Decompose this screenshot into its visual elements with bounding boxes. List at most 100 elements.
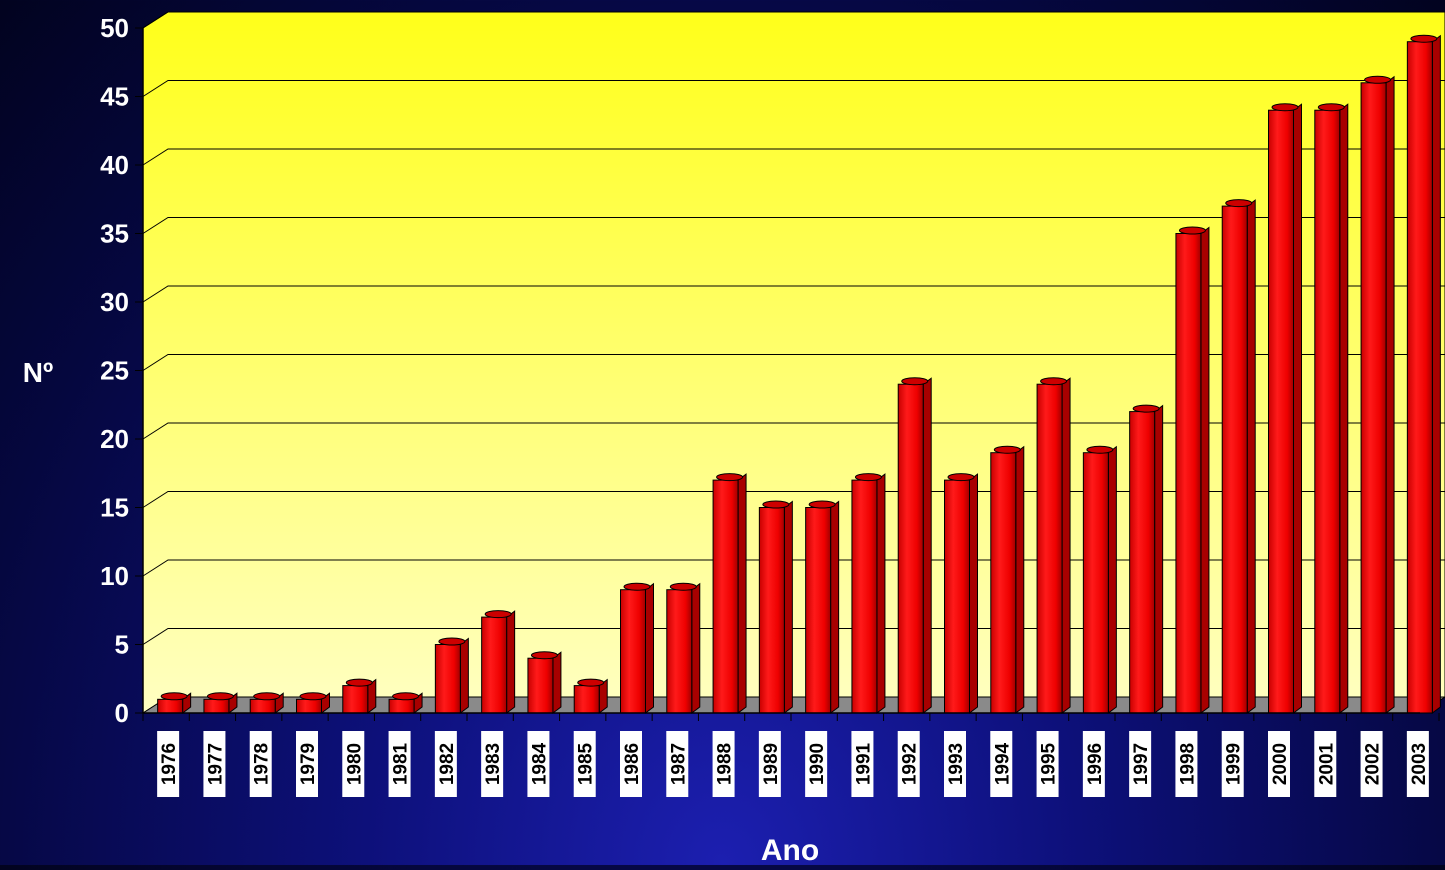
x-tick-label-bg bbox=[1221, 731, 1244, 797]
bar-1988 bbox=[712, 473, 747, 714]
bar-side bbox=[922, 377, 932, 714]
x-tick-label-1995: 1995 bbox=[1036, 731, 1060, 797]
bar-1997 bbox=[1129, 404, 1164, 714]
y-tick-label: 5 bbox=[115, 630, 129, 660]
x-tick-label: 1993 bbox=[946, 743, 967, 785]
bar-front bbox=[1406, 41, 1433, 714]
bar-1990 bbox=[805, 500, 840, 714]
x-tick-label: 1988 bbox=[715, 743, 736, 785]
x-tick-label-bg bbox=[712, 731, 735, 797]
x-tick-label-1987: 1987 bbox=[666, 731, 689, 797]
bar-top bbox=[1178, 226, 1206, 235]
x-tick-label-bg bbox=[434, 731, 457, 797]
bar-top bbox=[484, 610, 512, 619]
x-tick-label-bg bbox=[481, 731, 504, 797]
bar-top bbox=[716, 473, 744, 482]
bar-top bbox=[577, 678, 605, 687]
x-tick-label-1983: 1983 bbox=[481, 731, 504, 797]
x-tick-label: 1996 bbox=[1085, 743, 1106, 785]
bar-1995 bbox=[1036, 377, 1071, 714]
bar-top bbox=[993, 445, 1021, 454]
x-tick-label-bg bbox=[1314, 731, 1337, 797]
bar-front bbox=[712, 479, 739, 714]
x-tick-label-1992: 1992 bbox=[897, 731, 921, 797]
bar-top bbox=[1086, 445, 1114, 454]
bar-top bbox=[947, 473, 975, 482]
bar-front bbox=[758, 507, 785, 714]
x-tick-label-bg bbox=[944, 731, 966, 797]
y-tick-label: 10 bbox=[100, 561, 129, 591]
bar-1986 bbox=[620, 582, 654, 714]
bar-1987 bbox=[666, 582, 701, 714]
bar-front bbox=[1129, 411, 1156, 714]
bar-front bbox=[851, 479, 878, 714]
x-tick-label: 1986 bbox=[622, 743, 643, 785]
x-tick-label: 1979 bbox=[298, 743, 319, 785]
x-tick-label: 1981 bbox=[391, 742, 412, 785]
bar-front bbox=[481, 616, 508, 714]
x-tick-label-bg bbox=[203, 731, 226, 797]
y-tick-label: 20 bbox=[100, 424, 129, 454]
bar-1984 bbox=[527, 651, 562, 714]
x-tick-label-bg bbox=[1268, 731, 1290, 797]
bar-front bbox=[666, 589, 693, 714]
x-tick-label-bg bbox=[620, 731, 642, 797]
bar-2003 bbox=[1406, 34, 1441, 714]
bar-side bbox=[876, 473, 886, 714]
x-tick-label-1994: 1994 bbox=[990, 731, 1013, 797]
bar-front bbox=[527, 657, 554, 714]
bar-front bbox=[805, 507, 832, 714]
bar-front bbox=[1314, 109, 1341, 714]
bar-top bbox=[299, 692, 327, 701]
bar-1994 bbox=[990, 445, 1025, 714]
x-tick-label: 2003 bbox=[1409, 743, 1430, 785]
x-axis: 1976 1977 1978 1979 1980 1981 1982 1983 1984 1985… bbox=[142, 712, 1440, 797]
bar-side bbox=[1061, 377, 1071, 714]
bar-side bbox=[1385, 75, 1395, 714]
x-tick-label-bg bbox=[388, 731, 411, 797]
x-tick-label: 1976 bbox=[159, 743, 180, 785]
bar-top bbox=[206, 692, 234, 701]
bar-front bbox=[203, 698, 230, 714]
bar-1996 bbox=[1082, 445, 1117, 714]
x-tick-label-bg bbox=[1036, 731, 1059, 797]
bar-top bbox=[1040, 377, 1068, 386]
gridline bbox=[142, 354, 1445, 371]
bar-1976 bbox=[157, 692, 192, 714]
bar-top bbox=[669, 582, 697, 591]
x-tick-label: 1977 bbox=[205, 743, 226, 785]
bar-front bbox=[944, 479, 970, 714]
x-tick-label-bg bbox=[527, 731, 550, 797]
x-tick-label-1976: 1976 bbox=[157, 731, 180, 797]
bar-1983 bbox=[481, 610, 516, 714]
bar-front bbox=[620, 589, 646, 714]
bar-side bbox=[1107, 445, 1117, 714]
bar-side bbox=[1015, 445, 1025, 714]
bar-front bbox=[1360, 82, 1387, 714]
bar-top bbox=[1271, 103, 1299, 112]
bar-front bbox=[434, 644, 461, 714]
x-tick-label: 1983 bbox=[483, 743, 504, 785]
x-tick-label-bg bbox=[573, 731, 596, 797]
bar-1991 bbox=[851, 473, 886, 714]
bar-front bbox=[1175, 233, 1202, 714]
x-tick-label-1984: 1984 bbox=[527, 731, 550, 797]
bar-side bbox=[459, 637, 469, 714]
bar-1978 bbox=[249, 692, 284, 714]
y-tick-label: 35 bbox=[100, 219, 129, 249]
x-tick-label-1990: 1990 bbox=[805, 731, 828, 797]
x-tick-label-2000: 2000 bbox=[1268, 731, 1291, 797]
bar-top bbox=[854, 473, 882, 482]
bar-front bbox=[1268, 109, 1294, 714]
bar-1982 bbox=[434, 637, 469, 714]
y-tick-label: 50 bbox=[100, 13, 129, 43]
y-tick-label: 45 bbox=[100, 82, 129, 112]
x-tick-label: 2002 bbox=[1363, 743, 1384, 785]
x-tick-label: 1987 bbox=[668, 743, 689, 785]
bar-front bbox=[388, 698, 415, 714]
y-tick-label: 40 bbox=[100, 150, 129, 180]
x-tick-label-1986: 1986 bbox=[620, 731, 643, 797]
bar-side bbox=[645, 582, 654, 714]
